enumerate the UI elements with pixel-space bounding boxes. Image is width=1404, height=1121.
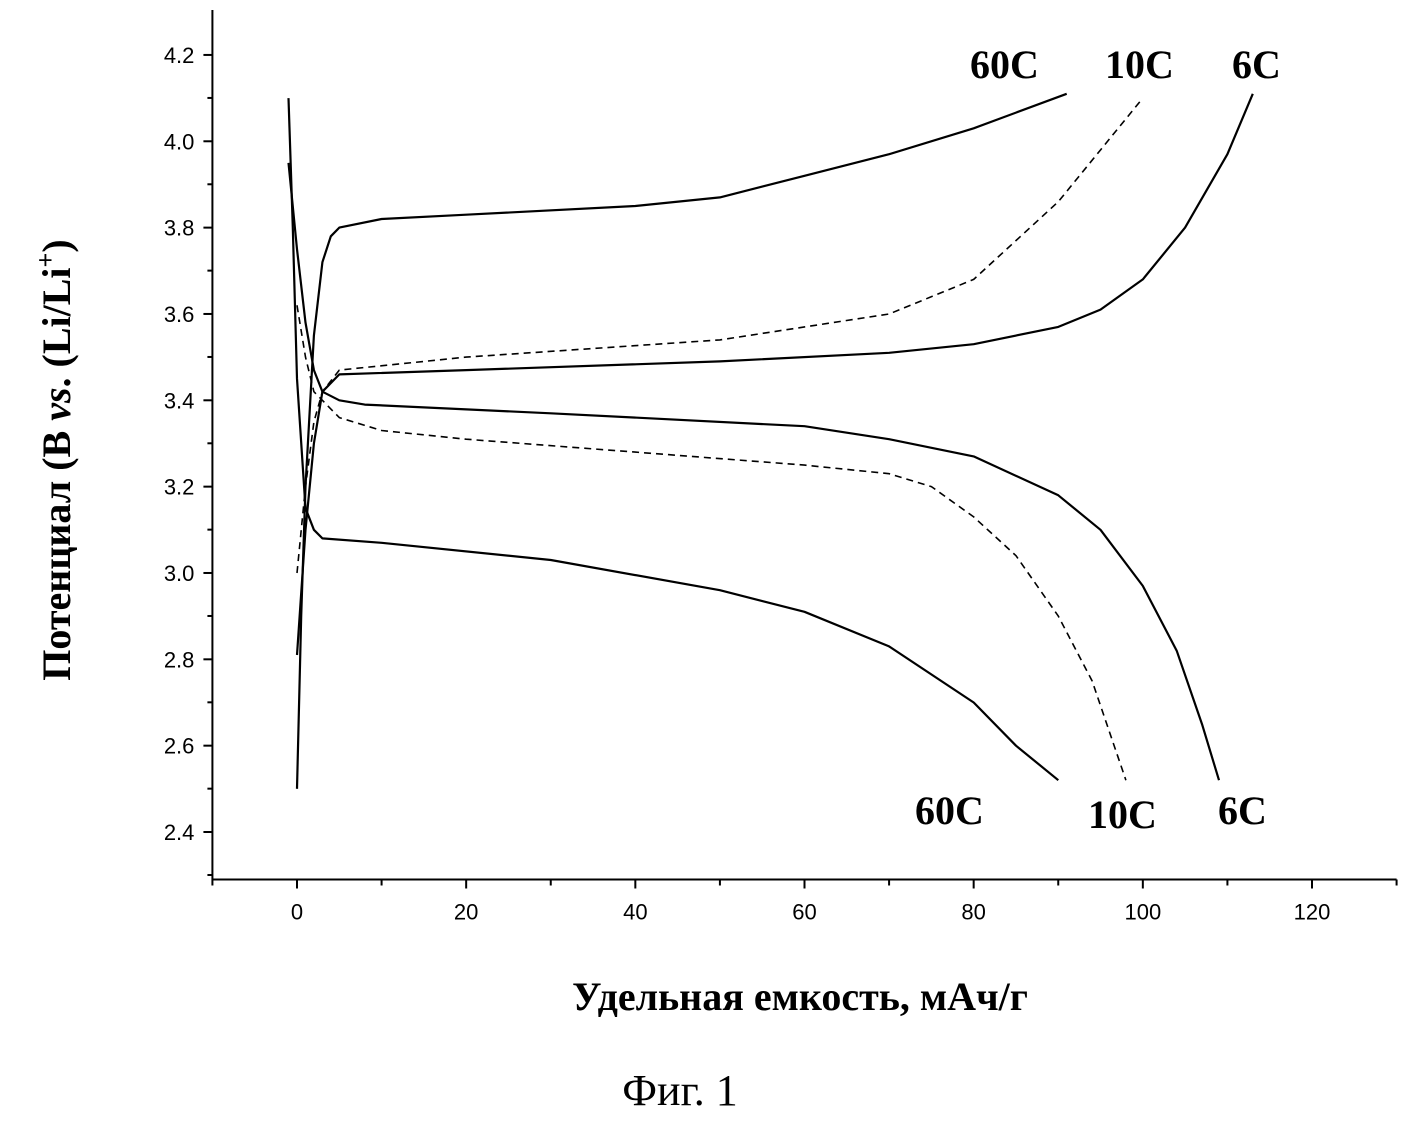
y-tick-label: 2.4 — [164, 820, 195, 845]
y-tick-label: 3.2 — [164, 475, 195, 500]
x-tick-label: 80 — [961, 899, 985, 924]
y-tick-label: 2.8 — [164, 647, 195, 672]
x-tick-label: 0 — [291, 899, 303, 924]
label-top-10c: 10C — [1105, 42, 1174, 87]
label-top-6c: 6C — [1232, 42, 1281, 87]
y-tick-label: 3.4 — [164, 388, 195, 413]
series-60c-discharge — [289, 98, 1059, 780]
label-bottom-6c: 6C — [1218, 788, 1267, 833]
x-tick-label: 20 — [454, 899, 478, 924]
series-6c-charge — [297, 94, 1253, 655]
x-tick-label: 60 — [792, 899, 816, 924]
y-axis-label: Потенциал (B vs. (Li/Li+) — [31, 239, 79, 680]
chart-figure: 0 20 40 60 80 100 120 2.4 2.6 2.8 3.0 3.2 3.4 3.6 3.8 4… — [0, 0, 1404, 1121]
label-top-60c: 60C — [970, 42, 1039, 87]
label-bottom-10c: 10C — [1088, 792, 1157, 837]
series-6c-discharge — [289, 163, 1220, 780]
y-tick-label: 3.0 — [164, 561, 195, 586]
y-tick-label: 4.2 — [164, 43, 195, 68]
figure-caption: Фиг. 1 — [622, 1066, 737, 1115]
series-10c-discharge — [297, 305, 1126, 780]
x-tick-label: 120 — [1294, 899, 1331, 924]
label-bottom-60c: 60C — [915, 788, 984, 833]
plot-area: 0 20 40 60 80 100 120 2.4 2.6 2.8 3.0 3.2 3.4 3.6 3.8 4… — [0, 0, 1404, 1121]
x-tick-label: 100 — [1124, 899, 1161, 924]
x-axis-label: Удельная емкость, мАч/г — [572, 974, 1028, 1019]
series-60c-charge — [297, 94, 1067, 789]
y-tick-label: 3.6 — [164, 302, 195, 327]
x-tick-label: 40 — [623, 899, 647, 924]
y-tick-label: 4.0 — [164, 129, 195, 154]
y-tick-label: 2.6 — [164, 734, 195, 759]
y-tick-label: 3.8 — [164, 216, 195, 241]
